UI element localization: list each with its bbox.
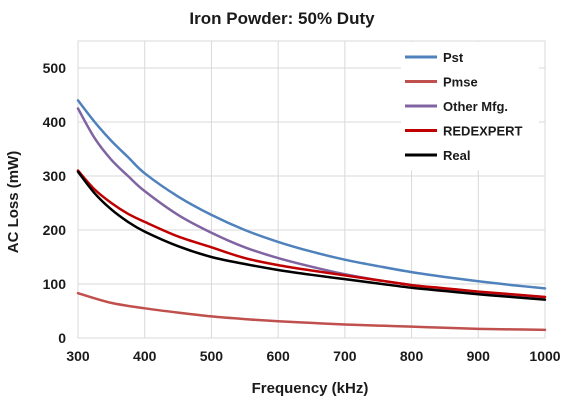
y-tick-label: 500 <box>43 60 67 76</box>
series-line-pmse <box>76 291 547 332</box>
y-tick-label: 100 <box>43 276 67 292</box>
x-tick-label: 700 <box>333 348 357 364</box>
legend-label-real: Real <box>443 148 470 163</box>
y-tick-label: 300 <box>43 168 67 184</box>
x-tick-label: 600 <box>266 348 290 364</box>
chart-title: Iron Powder: 50% Duty <box>189 9 375 28</box>
x-axis-title: Frequency (kHz) <box>252 380 369 397</box>
x-tick-label: 900 <box>467 348 491 364</box>
series-line-pst <box>76 99 547 290</box>
grid-layer <box>77 40 546 339</box>
series-line-redexpert <box>76 169 547 299</box>
y-tick-label: 200 <box>43 222 67 238</box>
x-tick-label: 500 <box>200 348 224 364</box>
axes: 300 400 500 600 700 800 900 1000 0 100 200 300 400 50… <box>43 60 561 364</box>
y-tick-label: 0 <box>58 330 66 346</box>
legend-label-pst: Pst <box>443 50 464 65</box>
legend-label-redexpert: REDEXPERT <box>443 124 523 139</box>
series-line-real <box>76 170 547 301</box>
y-axis-title: AC Loss (mW) <box>5 151 22 254</box>
x-tick-label: 400 <box>133 348 157 364</box>
legend: Pst Pmse Other Mfg. REDEXPERT Real <box>401 42 539 171</box>
x-tick-label: 1000 <box>529 348 560 364</box>
legend-label-pmse: Pmse <box>443 75 478 90</box>
y-tick-label: 400 <box>43 114 67 130</box>
series-layer <box>76 99 547 332</box>
x-tick-label: 300 <box>66 348 90 364</box>
legend-label-other-mfg: Other Mfg. <box>443 99 508 114</box>
x-tick-label: 800 <box>400 348 424 364</box>
